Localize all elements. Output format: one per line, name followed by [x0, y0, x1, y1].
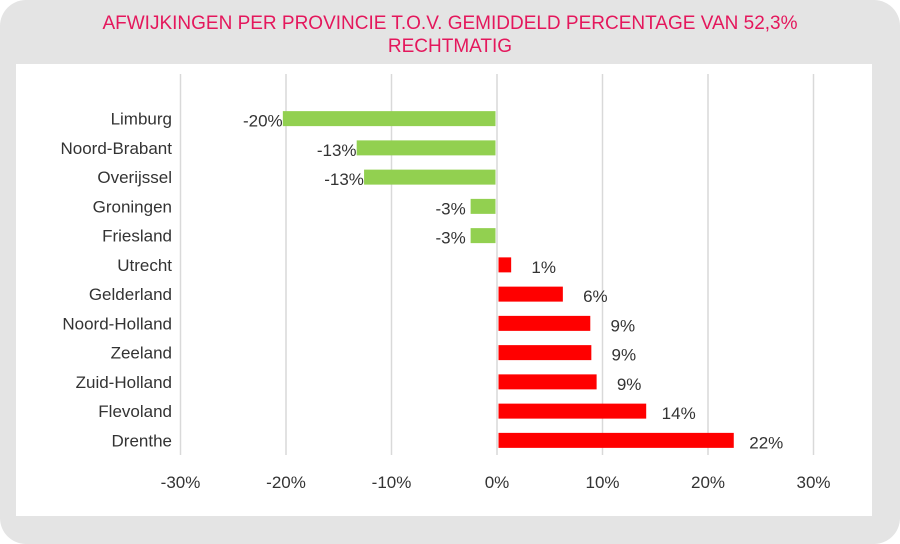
category-label: Noord-Holland: [62, 314, 172, 333]
value-label: -20%: [243, 112, 283, 131]
category-label: Overijssel: [97, 168, 172, 187]
x-tick-label: -10%: [372, 473, 412, 492]
bar: [498, 374, 597, 390]
bar: [498, 286, 563, 302]
bar: [498, 403, 647, 419]
category-labels: Limburg Noord-Brabant Overijssel Groningen F…: [60, 110, 172, 451]
category-label: Flevoland: [98, 402, 172, 421]
category-label: Zeeland: [111, 344, 172, 363]
value-label: 9%: [612, 346, 637, 365]
value-label: 6%: [583, 287, 608, 306]
value-label: 22%: [749, 433, 783, 452]
chart-title: AFWIJKINGEN PER PROVINCIE T.O.V. GEMIDDE…: [40, 12, 860, 58]
bar: [470, 198, 496, 214]
category-label: Noord-Brabant: [60, 139, 172, 158]
value-label: -3%: [436, 229, 466, 248]
category-label: Gelderland: [89, 285, 172, 304]
category-label: Utrecht: [117, 256, 172, 275]
x-tick-label: -30%: [161, 473, 201, 492]
value-label: -13%: [317, 141, 357, 160]
category-label: Drenthe: [112, 431, 172, 450]
value-labels: -20%-13%-13%-3%-3%1%6%9%9%9%14%22%: [243, 112, 783, 453]
value-label: 9%: [617, 375, 642, 394]
bar: [470, 228, 496, 244]
bar: [498, 257, 512, 273]
value-label: 1%: [531, 258, 556, 277]
x-tick-label: 20%: [691, 473, 725, 492]
chart-title-line-2: RECHTMATIG: [387, 36, 513, 57]
bar: [356, 140, 496, 156]
bar: [498, 345, 592, 361]
x-tick-label: 0%: [485, 473, 510, 492]
category-label: Zuid-Holland: [76, 373, 172, 392]
category-label: Limburg: [111, 110, 172, 129]
value-label: -13%: [324, 170, 364, 189]
bar: [364, 169, 496, 185]
category-label: Groningen: [93, 197, 172, 216]
bars: [282, 111, 734, 448]
chart-title-line-1: AFWIJKINGEN PER PROVINCIE T.O.V. GEMIDDE…: [102, 13, 798, 34]
x-tick-label: -20%: [266, 473, 306, 492]
value-label: -3%: [436, 199, 466, 218]
x-tick-labels: -30% -20% -10% 0% 10% 20% 30%: [161, 473, 831, 492]
grid-lines: [179, 74, 815, 455]
value-label: 14%: [662, 404, 696, 423]
x-tick-label: 10%: [585, 473, 619, 492]
x-tick-label: 30%: [796, 473, 830, 492]
bar: [498, 432, 734, 448]
bar: [498, 315, 591, 331]
category-label: Friesland: [102, 227, 172, 246]
value-label: 9%: [610, 316, 635, 335]
bar: [282, 111, 496, 127]
